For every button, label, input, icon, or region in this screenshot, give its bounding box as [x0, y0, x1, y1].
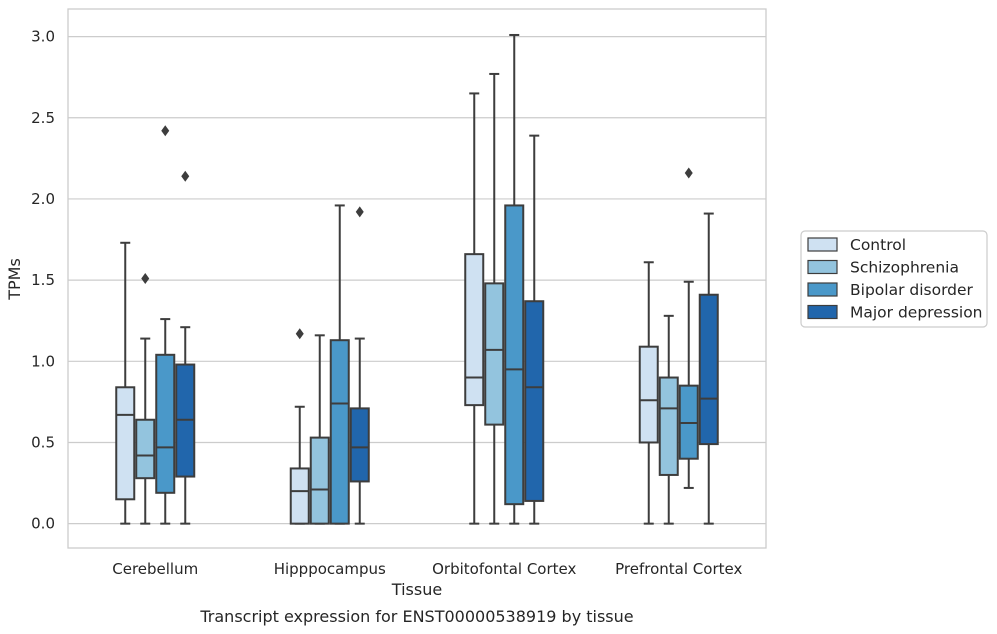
box-group	[135, 273, 156, 525]
box-group	[658, 314, 679, 525]
chart-caption: Transcript expression for ENST0000053891…	[199, 607, 633, 626]
box	[115, 386, 136, 501]
y-tick-label: 3.0	[31, 28, 55, 46]
legend-swatch	[807, 282, 838, 297]
x-tick-label: Orbitofontal Cortex	[432, 560, 576, 578]
box	[309, 436, 330, 525]
legend-label: Schizophrenia	[850, 259, 959, 277]
box-group	[638, 261, 659, 525]
box-group	[504, 33, 525, 525]
box	[524, 300, 545, 502]
box-group	[524, 134, 545, 525]
box	[329, 339, 350, 525]
legend: Control Schizophrenia Bipolar disorder Majo…	[800, 230, 988, 328]
legend-label: Control	[850, 236, 906, 254]
box-group	[484, 72, 505, 525]
box-group	[155, 125, 176, 525]
legend-frame	[800, 230, 988, 328]
box-group	[175, 170, 196, 525]
box-group	[349, 206, 370, 525]
outlier-point	[295, 328, 304, 340]
x-axis-ticks: Cerebellum Hipppocampus Orbitofontal Corte…	[112, 560, 742, 578]
outlier-point	[355, 206, 364, 218]
box-group	[329, 204, 350, 525]
outlier-point	[161, 125, 170, 137]
box-group	[309, 334, 330, 525]
box-group	[678, 167, 699, 489]
box-group	[289, 328, 310, 525]
plot-frame	[67, 8, 767, 549]
box	[504, 204, 525, 506]
x-tick-label: Hipppocampus	[274, 560, 386, 578]
box	[698, 293, 719, 446]
box	[484, 282, 505, 426]
y-tick-label: 0.5	[31, 433, 55, 451]
outlier-point	[141, 273, 150, 284]
y-tick-label: 1.5	[31, 271, 55, 289]
boxes	[115, 33, 719, 525]
y-tick-label: 2.5	[31, 109, 55, 127]
box-group	[464, 92, 485, 525]
x-tick-label: Cerebellum	[112, 560, 198, 578]
legend-swatch	[807, 237, 838, 252]
box	[349, 407, 370, 483]
outlier-point	[684, 167, 693, 179]
box	[135, 418, 156, 480]
legend-swatch	[807, 304, 838, 320]
y-axis-title: TPMs	[5, 258, 24, 301]
box	[638, 345, 659, 444]
box	[155, 353, 176, 494]
x-axis-title: Tissue	[391, 580, 442, 599]
y-tick-label: 1.0	[31, 352, 55, 370]
box-group	[698, 212, 719, 525]
outlier-point	[181, 170, 190, 182]
y-tick-label: 0.0	[31, 515, 55, 533]
box	[289, 467, 310, 525]
y-axis-ticks: 0.0 0.5 1.0 1.5 2.0 2.5 3.0	[31, 28, 55, 533]
legend-label: Bipolar disorder	[850, 281, 974, 299]
y-tick-label: 2.0	[31, 190, 55, 208]
legend-swatch	[807, 259, 838, 275]
legend-label: Major depression	[850, 304, 983, 322]
x-tick-label: Prefrontal Cortex	[615, 560, 742, 578]
box	[464, 253, 485, 407]
box	[658, 376, 679, 476]
box-group	[115, 241, 136, 525]
